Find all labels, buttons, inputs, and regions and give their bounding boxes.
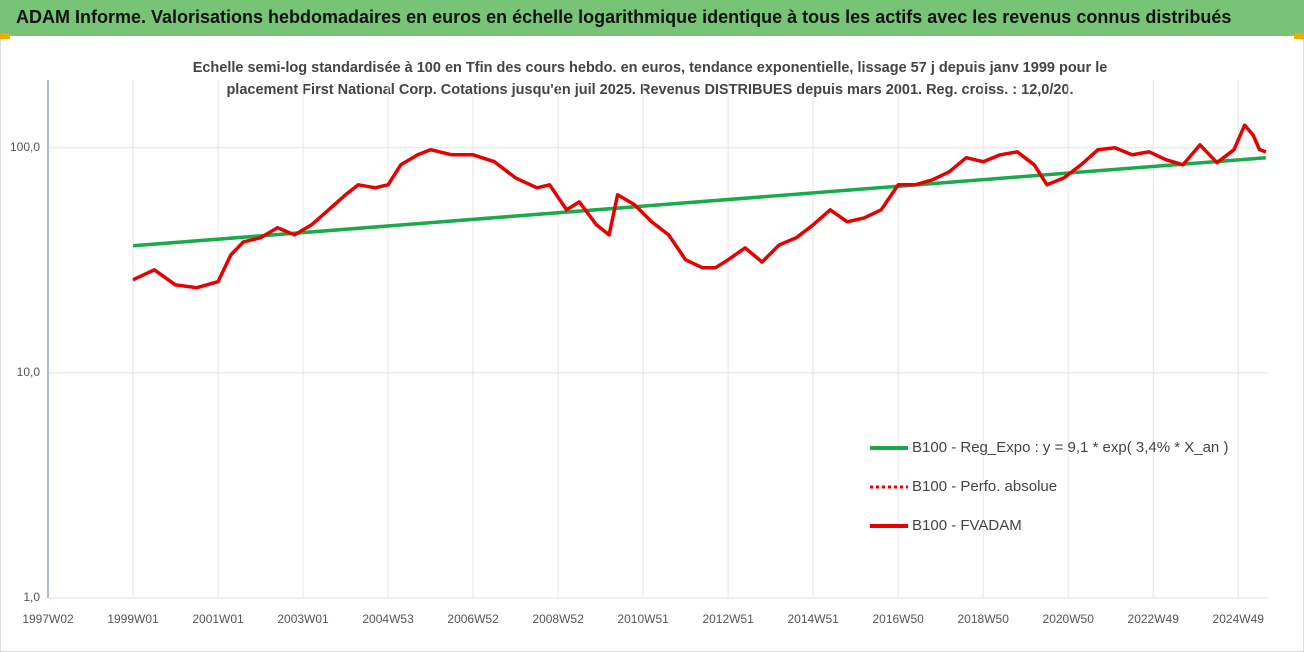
corner-mark [0, 33, 10, 39]
x-tick-label: 1999W01 [107, 612, 159, 626]
x-tick-label: 2008W52 [532, 612, 584, 626]
y-tick-label: 10,0 [17, 365, 41, 379]
x-tick-label: 2018W50 [958, 612, 1010, 626]
y-tick-label: 1,0 [23, 590, 40, 604]
legend-label: B100 - Perfo. absolue [912, 478, 1057, 495]
x-tick-label: 2020W50 [1043, 612, 1095, 626]
x-tick-label: 2010W51 [617, 612, 669, 626]
x-tick-label: 2024W49 [1213, 612, 1265, 626]
chart-title: ADAM Informe. Valorisations hebdomadaire… [16, 7, 1231, 27]
series-line [132, 155, 1267, 248]
x-tick-label: 2004W53 [362, 612, 414, 626]
header-bar [0, 0, 1304, 36]
x-tick-label: 2016W50 [872, 612, 924, 626]
x-tick-label: 1997W02 [22, 612, 74, 626]
corner-mark [1294, 33, 1304, 39]
series-line [132, 123, 1267, 290]
legend-label: B100 - FVADAM [912, 517, 1022, 534]
legend-label: B100 - Reg_Expo : y = 9,1 * exp( 3,4% * … [912, 439, 1228, 456]
x-tick-label: 2003W01 [277, 612, 329, 626]
x-tick-label: 2014W51 [787, 612, 839, 626]
x-tick-label: 2001W01 [192, 612, 244, 626]
x-tick-label: 2012W51 [702, 612, 754, 626]
x-tick-label: 2022W49 [1128, 612, 1180, 626]
y-tick-label: 100,0 [10, 140, 40, 154]
subtitle: Echelle semi-log standardisée à 100 en T… [193, 60, 1108, 76]
subtitle: placement First National Corp. Cotations… [226, 82, 1073, 98]
x-tick-label: 2006W52 [447, 612, 499, 626]
